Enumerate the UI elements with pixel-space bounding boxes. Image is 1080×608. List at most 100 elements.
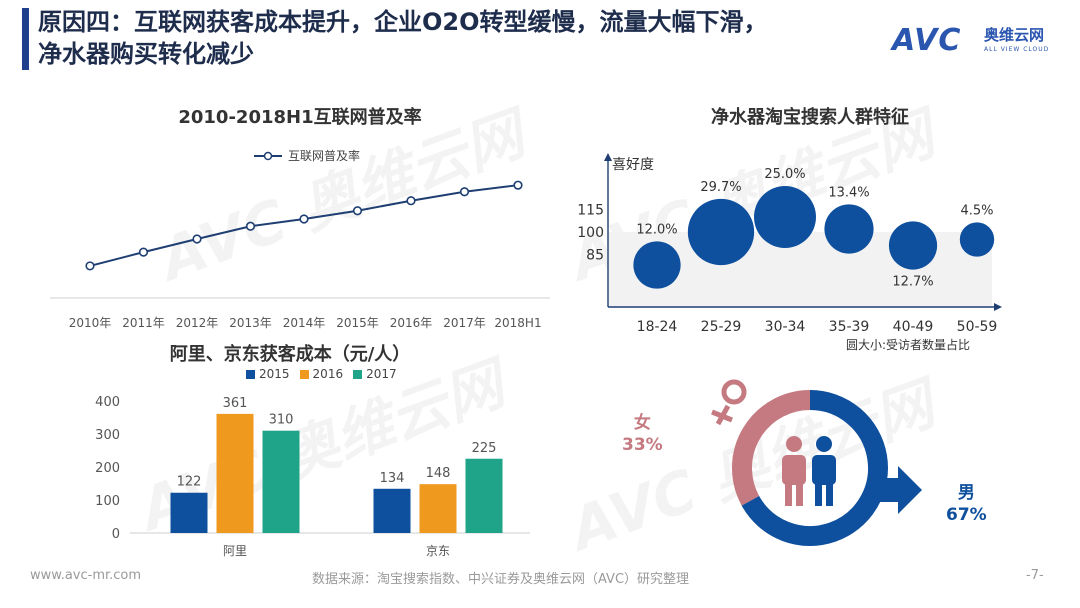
bar-value-label: 122 <box>177 475 202 490</box>
female-person-icon <box>782 436 806 506</box>
bubble-value-label: 12.7% <box>892 275 933 290</box>
bar-chart-title: 阿里、京东获客成本（元/人） <box>169 344 411 365</box>
legend-label: 互联网普及率 <box>288 148 360 163</box>
x-tick-label: 50-59 <box>957 319 998 335</box>
bar-value-label: 148 <box>426 466 451 481</box>
female-symbol-icon <box>711 379 747 426</box>
data-point <box>513 180 523 190</box>
y-tick-label: 100 <box>95 494 120 509</box>
y-tick-label: 400 <box>95 395 120 410</box>
legend-swatch-2017 <box>353 369 363 379</box>
bar <box>262 430 300 533</box>
female-person-icon-head <box>786 436 802 452</box>
male-category: 男 <box>957 483 975 503</box>
x-tick-label: 2012年 <box>176 316 219 330</box>
page-title: 原因四：互联网获客成本提升，企业O2O转型缓慢，流量大幅下滑， 净水器购买转化减… <box>38 8 768 68</box>
avc-logo: AVC 奥维云网 ALL VIEW CLOUD <box>892 24 1062 64</box>
male-person-icon-leg-left <box>815 482 822 506</box>
female-symbol-ring <box>721 379 747 405</box>
data-point <box>406 196 416 206</box>
y-tick-label: 100 <box>577 225 604 241</box>
data-point <box>245 221 256 231</box>
x-tick-label: 2018H1 <box>494 316 541 330</box>
female-symbol-cross <box>711 409 733 423</box>
y-tick-label: 85 <box>586 248 604 264</box>
male-label: 男 67% <box>946 482 987 526</box>
bubble-value-label: 25.0% <box>764 167 805 182</box>
bubble <box>824 204 874 254</box>
legend-marker <box>263 151 273 161</box>
bubble <box>888 221 938 270</box>
bubble-chart: 喜好度 85 100 115 18-24 25-29 30-34 35-39 40-49 50-5… <box>577 153 1002 352</box>
page-number: -7- <box>1026 568 1044 583</box>
bubble <box>754 186 816 248</box>
male-value: 67% <box>946 505 987 525</box>
bubble-value-label: 29.7% <box>700 180 741 195</box>
bar-value-label: 361 <box>223 396 248 411</box>
female-person-icon-leg-left <box>785 482 792 506</box>
female-value: 33% <box>622 435 663 455</box>
x-tick-label: 阿里 <box>223 544 247 558</box>
data-point <box>299 214 309 224</box>
data-point <box>459 187 470 197</box>
female-person-icon-body <box>782 455 806 485</box>
logo-cn: 奥维云网 <box>984 26 1045 44</box>
bar <box>216 413 254 533</box>
male-person-icon-head <box>816 436 832 452</box>
x-tick-label: 40-49 <box>893 319 934 335</box>
data-point <box>138 247 149 257</box>
x-tick-label: 2010年 <box>69 316 112 330</box>
bar <box>373 488 411 533</box>
legend-label-2017: 2017 <box>366 367 397 381</box>
bubble-value-label: 12.0% <box>636 222 677 237</box>
logo-text: AVC <box>892 23 962 58</box>
series-line <box>89 184 519 267</box>
data-point <box>192 234 202 244</box>
male-person-icon-leg-right <box>826 482 833 506</box>
female-label: 女 33% <box>622 412 663 456</box>
female-arc <box>732 390 811 506</box>
gender-donut-chart <box>711 379 922 546</box>
y-axis-arrow <box>604 153 612 161</box>
line-chart-title: 2010-2018H1互联网普及率 <box>178 107 422 128</box>
female-person-icon-leg-right <box>796 482 803 506</box>
y-tick-label: 200 <box>95 461 120 476</box>
bar-value-label: 310 <box>269 413 294 428</box>
bubble-chart-title: 净水器淘宝搜索人群特征 <box>711 107 909 128</box>
female-category: 女 <box>633 413 651 433</box>
bar-value-label: 134 <box>380 471 405 486</box>
y-tick-label: 300 <box>95 428 120 443</box>
x-tick-label: 18-24 <box>637 319 678 335</box>
bar-chart: 0 100 200 300 400 122 361 310 阿里 134 148 225 京东 <box>95 395 530 558</box>
x-tick-label: 2017年 <box>443 316 486 330</box>
bubble <box>633 241 681 289</box>
male-person-icon <box>812 436 836 506</box>
line-chart: 互联网普及率 2010年 2011年 2012年 2013年 2014年 2015年 2016… <box>50 148 550 330</box>
footer-source: 数据来源：淘宝搜索指数、中兴证券及奥维云网（AVC）研究整理 <box>312 572 690 587</box>
male-arc <box>741 390 888 546</box>
legend-label-2015: 2015 <box>259 367 290 381</box>
x-tick-label: 30-34 <box>765 319 806 335</box>
bubble <box>959 222 995 257</box>
x-tick-label: 2011年 <box>122 316 165 330</box>
x-tick-label: 2015年 <box>336 316 379 330</box>
x-tick-label: 35-39 <box>829 319 870 335</box>
y-tick-label: 0 <box>112 527 120 542</box>
y-axis-title: 喜好度 <box>612 157 654 173</box>
x-tick-label: 2016年 <box>390 316 433 330</box>
data-point <box>85 261 95 271</box>
bar-value-label: 225 <box>472 441 497 456</box>
bar <box>419 484 457 533</box>
logo-en: ALL VIEW CLOUD <box>984 46 1050 53</box>
bar <box>170 492 208 533</box>
bar-legend: 2015 2016 2017 <box>236 367 397 381</box>
x-tick-label: 2013年 <box>229 316 272 330</box>
legend-label-2016: 2016 <box>312 367 344 381</box>
bubble-value-label: 4.5% <box>960 203 993 218</box>
bubble-size-note: 圆大小:受访者数量占比 <box>846 337 970 352</box>
x-tick-label: 京东 <box>426 544 450 558</box>
male-arrow-icon <box>868 466 922 514</box>
legend-swatch-2016 <box>299 369 309 379</box>
x-axis-arrow <box>994 303 1002 311</box>
x-tick-label: 25-29 <box>701 319 742 335</box>
